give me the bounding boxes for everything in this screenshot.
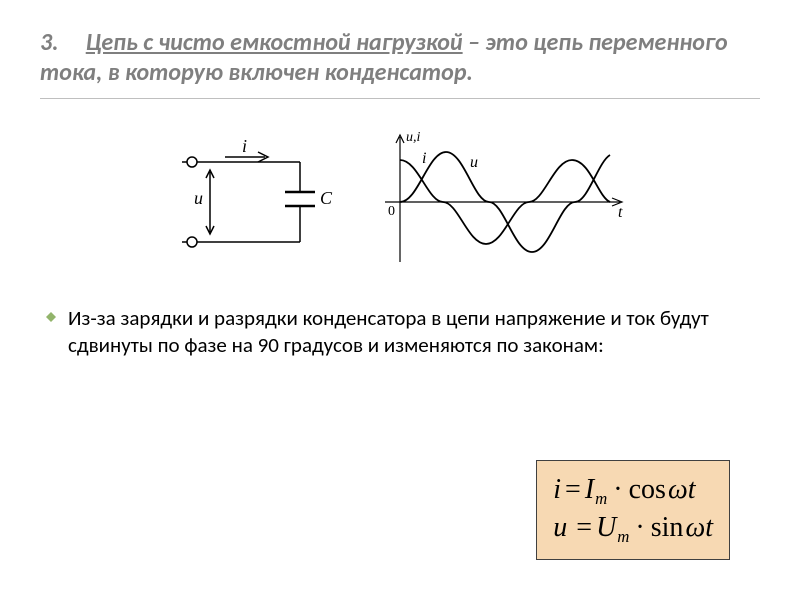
formula1-rhs-var: I — [585, 471, 594, 509]
circuit-label-u: u — [194, 188, 203, 208]
graph-y-label: u,i — [406, 130, 421, 145]
bullet-text: Из-за зарядки и разрядки конденсатора в … — [68, 305, 754, 360]
formula1-rhs-sub: m — [595, 488, 607, 511]
formula1-func: cos — [629, 471, 666, 509]
formula2-arg: ωt — [685, 509, 713, 547]
graph-origin: 0 — [388, 204, 395, 219]
circuit-label-c: C — [320, 188, 333, 208]
formula2-rhs-var: U — [596, 509, 616, 547]
slide-heading: 3. Цепь с чисто емкостной нагрузкой – эт… — [40, 28, 760, 99]
formula2-rhs-sub: m — [617, 526, 629, 549]
dot-operator: · — [613, 471, 622, 509]
graph-x-label: t — [618, 204, 623, 221]
formula-box: i = Im · cos ωt u = Um · sin ωt — [536, 460, 730, 560]
heading-number: 3. — [40, 28, 59, 57]
formula-line-1: i = Im · cos ωt — [553, 471, 713, 509]
formula-line-2: u = Um · sin ωt — [553, 509, 713, 547]
heading-underlined: Цепь с чисто емкостной нагрузкой — [86, 28, 463, 57]
circuit-label-i: i — [242, 136, 247, 156]
graph-curve-i-label: i — [422, 150, 426, 167]
formula1-lhs: i — [553, 471, 561, 509]
equals-sign: = — [576, 509, 592, 547]
dot-operator: · — [635, 509, 644, 547]
phase-graph: u,i 0 t i u — [370, 127, 630, 277]
graph-curve-u-label: u — [470, 154, 478, 171]
formula1-arg: ωt — [668, 471, 696, 509]
formula2-lhs: u — [553, 509, 567, 547]
formula2-func: sin — [651, 509, 684, 547]
bullet-item: Из-за зарядки и разрядки конденсатора в … — [40, 305, 760, 360]
circuit-diagram: u i C — [170, 132, 340, 272]
equals-sign: = — [565, 471, 581, 509]
figures-row: u i C u,i 0 t i u — [40, 127, 760, 277]
diamond-bullet-icon — [46, 312, 56, 322]
